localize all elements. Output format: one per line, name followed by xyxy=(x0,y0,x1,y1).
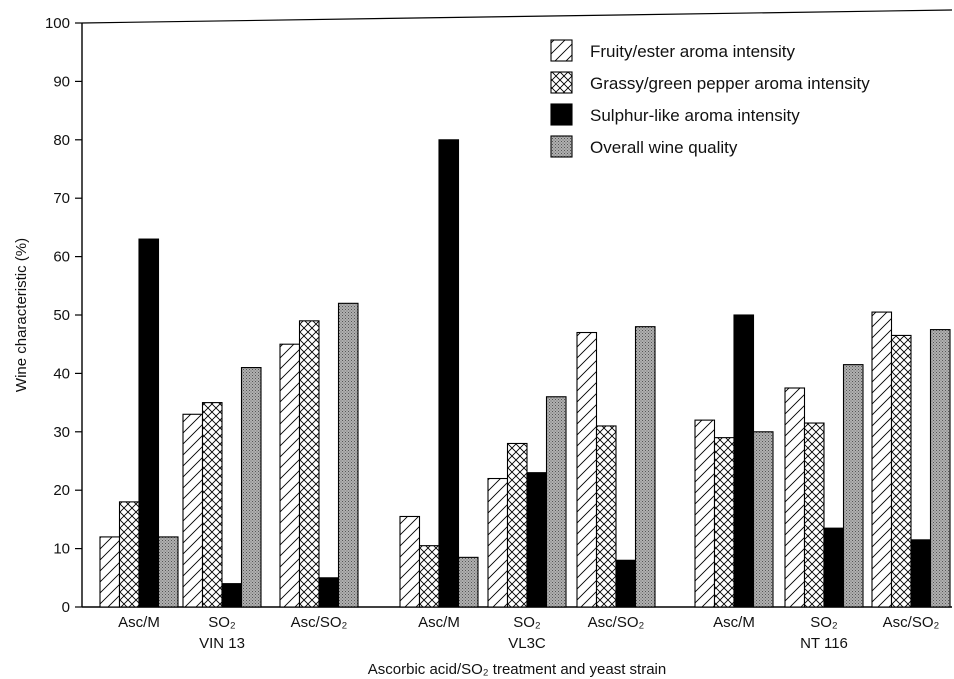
bar xyxy=(457,556,479,608)
category-label: Asc/M xyxy=(418,614,460,631)
legend-label: Grassy/green pepper aroma intensity xyxy=(590,74,870,93)
bar xyxy=(890,334,912,608)
bar xyxy=(182,413,204,608)
bar xyxy=(823,527,845,608)
y-tick-label: 20 xyxy=(53,482,70,499)
category-label: Asc/M xyxy=(118,614,160,631)
y-tick-label: 50 xyxy=(53,307,70,324)
bar xyxy=(842,364,864,608)
bar xyxy=(337,302,359,608)
bar xyxy=(634,326,656,608)
legend-swatch xyxy=(550,71,573,94)
bar xyxy=(438,139,460,608)
bar xyxy=(318,577,340,608)
bar xyxy=(118,501,140,608)
legend-swatch xyxy=(550,103,573,126)
bar xyxy=(615,559,637,608)
bar xyxy=(399,515,421,608)
top-frame-line xyxy=(81,9,953,24)
category-label: Asc/SO₂ xyxy=(883,614,940,631)
legend-label: Fruity/ester aroma intensity xyxy=(590,42,796,61)
category-label: SO₂ xyxy=(208,614,236,631)
bar xyxy=(418,545,440,608)
y-tick-label: 0 xyxy=(62,599,70,616)
bar xyxy=(694,419,716,608)
bar xyxy=(138,238,160,608)
bar xyxy=(803,422,825,608)
bar xyxy=(201,402,223,608)
y-axis-title: Wine characteristic (%) xyxy=(13,238,30,392)
bar xyxy=(733,314,755,608)
category-label: Asc/SO₂ xyxy=(291,614,348,631)
x-axis-title: Ascorbic acid/SO₂ treatment and yeast st… xyxy=(368,661,666,678)
legend: Fruity/ester aroma intensity Grassy/green… xyxy=(550,39,870,158)
bar xyxy=(487,477,509,608)
y-tick-label: 40 xyxy=(53,365,70,382)
group-label: VL3C xyxy=(508,635,546,652)
legend-swatch xyxy=(550,135,573,158)
group-label: VIN 13 xyxy=(199,635,245,652)
bar xyxy=(576,331,598,608)
category-labels: Asc/M SO₂ Asc/SO₂ Asc/M SO₂ Asc/SO₂ Asc/M SO₂ As… xyxy=(118,614,939,652)
bar xyxy=(99,536,121,608)
bar xyxy=(279,343,301,608)
bar xyxy=(752,431,774,608)
bar xyxy=(240,367,262,608)
y-tick-label: 70 xyxy=(53,190,70,207)
y-tick-label: 30 xyxy=(53,424,70,441)
legend-label: Sulphur-like aroma intensity xyxy=(590,106,800,125)
y-tick-label: 80 xyxy=(53,132,70,149)
category-label: Asc/M xyxy=(713,614,755,631)
y-tick-label: 10 xyxy=(53,541,70,558)
bar xyxy=(545,396,567,608)
bar xyxy=(871,311,893,608)
y-ticks: 0 10 20 30 40 50 60 70 80 90 100 xyxy=(45,15,82,616)
bars xyxy=(99,139,951,608)
legend-swatch xyxy=(550,39,573,62)
bar xyxy=(157,536,179,608)
bar xyxy=(298,320,320,608)
category-label: SO₂ xyxy=(513,614,541,631)
y-tick-label: 90 xyxy=(53,73,70,90)
bar xyxy=(713,437,735,608)
category-label: Asc/SO₂ xyxy=(588,614,645,631)
y-tick-label: 60 xyxy=(53,249,70,266)
bar xyxy=(595,425,617,608)
group-label: NT 116 xyxy=(800,635,848,652)
bar xyxy=(526,472,548,608)
legend-label: Overall wine quality xyxy=(590,138,738,157)
y-tick-label: 100 xyxy=(45,15,70,32)
category-label: SO₂ xyxy=(810,614,838,631)
bar xyxy=(784,387,806,608)
bar xyxy=(910,539,932,608)
bar xyxy=(506,442,528,608)
bar xyxy=(929,329,951,608)
bar xyxy=(221,583,243,608)
